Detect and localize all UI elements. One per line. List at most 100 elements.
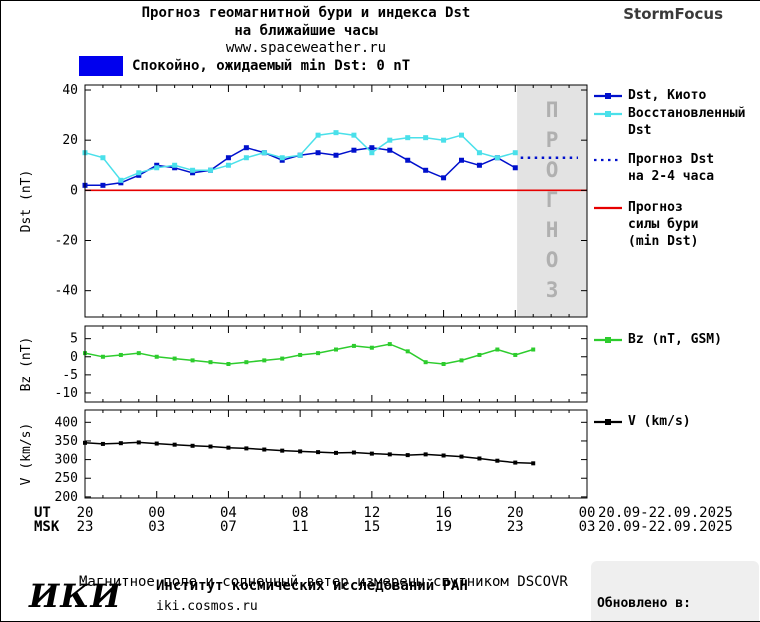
page-title: Прогноз геомагнитной бури и индекса Dst xyxy=(141,5,471,21)
series-bz-marker xyxy=(262,358,267,363)
series-dst-kyoto-marker xyxy=(154,162,160,168)
updated-block: Обновлено в: UT 20:05, 21.09.2025 MSK 23… xyxy=(591,561,759,621)
series-v-marker xyxy=(226,445,231,450)
series-bz-marker xyxy=(387,342,392,347)
series-dst-reconstructed-marker xyxy=(387,137,393,143)
legend-marker xyxy=(605,111,611,117)
x-tick-label: 12 xyxy=(363,505,380,521)
series-bz-marker xyxy=(334,347,338,352)
series-dst-reconstructed-marker xyxy=(100,155,106,161)
institute-name: Институт космических исследований РАН xyxy=(156,578,468,594)
series-dst-kyoto-marker xyxy=(369,145,375,151)
series-bz-marker xyxy=(495,347,500,352)
series-v-marker xyxy=(118,441,123,446)
x-tick-label: 16 xyxy=(435,505,452,521)
x-axis-daterange: 20.09-22.09.2025 xyxy=(598,519,733,535)
y-tick-label: 400 xyxy=(55,415,78,430)
y-axis-title: V (km/s) xyxy=(19,423,34,486)
forecast-region-label: П xyxy=(546,98,559,122)
series-dst-reconstructed-marker xyxy=(405,135,411,141)
series-bz-marker xyxy=(244,360,249,365)
series-dst-kyoto-marker xyxy=(136,172,142,178)
series-dst-kyoto-marker xyxy=(315,150,321,156)
series-bz xyxy=(84,343,534,365)
x-tick-label: 23 xyxy=(77,519,94,535)
series-v-marker xyxy=(459,454,464,459)
website-link[interactable]: www.spaceweather.ru xyxy=(225,40,387,56)
y-tick-label: -40 xyxy=(55,284,78,299)
legend-item: Прогноз Dst на 2-4 часа xyxy=(594,151,714,185)
series-bz-marker xyxy=(351,343,356,348)
forecast-region-label: Н xyxy=(546,218,559,242)
series-dst-reconstructed-marker xyxy=(351,132,357,138)
legend-item-label: Восстановленный Dst xyxy=(628,106,746,138)
forecast-region-label: О xyxy=(546,248,559,272)
status-banner: Спокойно, ожидаемый min Dst: 0 nT xyxy=(79,56,410,76)
series-dst-kyoto-marker xyxy=(351,147,357,153)
y-axis-title: Dst (nT) xyxy=(19,170,34,233)
plot-frame xyxy=(84,325,588,403)
series-bz-marker xyxy=(172,356,177,361)
x-tick-label: 04 xyxy=(220,505,237,521)
series-dst-kyoto-marker xyxy=(190,170,196,176)
series-v-marker xyxy=(441,453,446,458)
x-tick-label: 00 xyxy=(579,505,596,521)
institute-site-link[interactable]: iki.cosmos.ru xyxy=(156,599,258,614)
series-v-marker xyxy=(262,447,267,452)
legend-item: Dst, Киото xyxy=(594,87,706,104)
legend-swatch-icon xyxy=(594,158,622,162)
quiet-level-swatch xyxy=(79,56,123,76)
title-block: Прогноз геомагнитной бури и индекса Dst … xyxy=(36,4,576,57)
forecast-region-label: Г xyxy=(546,188,559,212)
forecast-region-label: О xyxy=(546,158,559,182)
series-v-marker xyxy=(154,441,159,446)
iki-logo: ИКИ xyxy=(29,577,122,615)
legend-item-label: Bz (nT, GSM) xyxy=(628,332,722,347)
y-tick-label: 350 xyxy=(55,434,78,449)
data-source-note-line1: Магнитное поле и солнечный ветер измерен… xyxy=(79,574,568,590)
series-v-marker xyxy=(387,452,392,457)
series-dst-reconstructed-marker xyxy=(190,167,196,173)
x-tick-label: 03 xyxy=(148,519,165,535)
legend-marker xyxy=(605,93,611,99)
series-dst-kyoto-marker xyxy=(118,180,124,186)
series-dst-kyoto-marker xyxy=(423,167,429,173)
series-bz-marker xyxy=(298,352,303,357)
legend-marker xyxy=(605,337,611,343)
legend-item-label: V (km/s) xyxy=(628,414,691,429)
series-dst-reconstructed-marker xyxy=(225,162,231,168)
series-bz-marker xyxy=(118,352,123,357)
x-tick-label: 07 xyxy=(220,519,237,535)
x-tick-label: 19 xyxy=(435,519,452,535)
series-dst-reconstructed-marker xyxy=(476,150,482,156)
series-dst-reconstructed-marker xyxy=(136,170,142,176)
series-bz-marker xyxy=(477,352,482,357)
legend-item-label: Прогноз Dst на 2-4 часа xyxy=(628,152,715,184)
series-dst-reconstructed-marker xyxy=(208,167,213,173)
series-bz-marker xyxy=(513,352,518,357)
forecast-region-label: З xyxy=(546,278,559,302)
series-v-marker xyxy=(369,451,374,456)
series-dst-kyoto-marker xyxy=(387,147,393,153)
series-dst-kyoto-marker xyxy=(279,157,285,163)
status-text: Спокойно, ожидаемый min Dst: 0 nT xyxy=(132,58,411,74)
series-dst-reconstructed-marker xyxy=(494,155,500,161)
series-v-marker xyxy=(280,448,285,453)
x-axis-row-label: MSK xyxy=(34,519,60,535)
series-dst-reconstructed-marker xyxy=(172,162,178,168)
page-subtitle: на ближайшие часы xyxy=(234,23,378,39)
series-dst-kyoto-marker xyxy=(459,157,464,163)
series-dst-reconstructed-marker xyxy=(261,150,267,156)
legend: Dst, Киото Восстановленный Dst Прогноз Dst н… xyxy=(594,1,760,521)
series-dst-reconstructed-marker xyxy=(441,137,447,143)
forecast-region-label: Р xyxy=(546,128,559,152)
series-v-marker xyxy=(298,449,303,454)
series-v-marker xyxy=(244,446,249,451)
legend-swatch-icon xyxy=(594,419,622,425)
series-dst-reconstructed-marker xyxy=(297,152,303,158)
forecast-region xyxy=(517,85,587,317)
series-bz-marker xyxy=(190,358,195,363)
